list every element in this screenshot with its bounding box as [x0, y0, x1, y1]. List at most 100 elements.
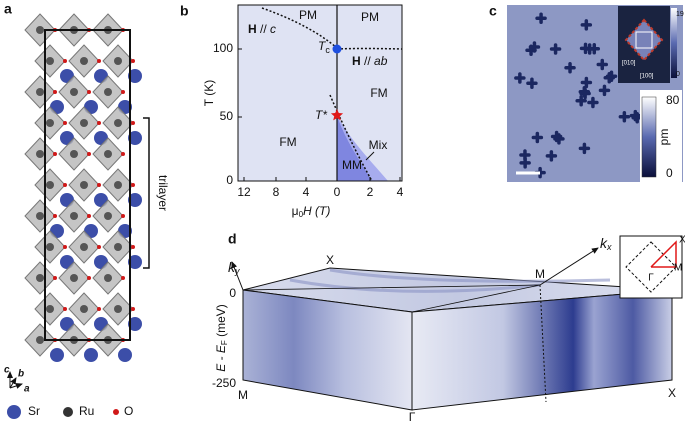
corner-label: Γ [409, 410, 416, 424]
ky-arrow [231, 261, 244, 291]
o-atom [97, 183, 101, 187]
k: k [600, 235, 608, 251]
right-face [411, 289, 673, 411]
defect [583, 43, 596, 55]
bz-label: M [674, 263, 682, 274]
ru-atom [80, 243, 88, 251]
dir-label: [100] [640, 74, 654, 80]
tstar-label: T* [315, 108, 327, 122]
ru-atom [80, 57, 88, 65]
h: H [352, 54, 361, 68]
colorbar-min: 0 [666, 166, 673, 180]
ru-atom [114, 119, 122, 127]
axis-b: b [18, 369, 24, 380]
o-atom [97, 307, 101, 311]
defect [578, 86, 591, 98]
ru-atom [46, 57, 54, 65]
legend-label: Sr [28, 404, 40, 418]
axis-arrow [9, 377, 17, 389]
ru-atom [36, 88, 44, 96]
legend-ru [63, 407, 73, 417]
bz-boundary [625, 241, 677, 293]
defects [514, 12, 643, 179]
o-atom [131, 121, 135, 125]
o-atom [97, 59, 101, 63]
ru-atom [104, 274, 112, 282]
sub: y [234, 266, 240, 276]
ru-atom [36, 150, 44, 158]
sub: c [325, 45, 330, 55]
kx-arrow [539, 247, 599, 286]
ru-atom [36, 274, 44, 282]
ru-atom [36, 26, 44, 34]
x-tick-label: 0 [334, 185, 341, 199]
defect [550, 130, 563, 143]
o-atom [131, 183, 135, 187]
panel-label: a [4, 1, 12, 17]
corner-label: M [238, 388, 248, 402]
defect [629, 109, 642, 122]
k: k [228, 259, 236, 275]
unit-cell [44, 29, 131, 341]
y-tick-label: 0 [226, 173, 233, 187]
ru-atom [80, 305, 88, 313]
o-atom [131, 307, 135, 311]
defect [535, 12, 547, 25]
region-label: MM [342, 158, 362, 172]
ru-atom [114, 305, 122, 313]
ru-atom [46, 119, 54, 127]
bz-path [650, 240, 677, 268]
ru-atom [114, 57, 122, 65]
o-atom [121, 152, 125, 156]
o-atom [121, 214, 125, 218]
ru-atom [70, 150, 78, 158]
defect [549, 43, 562, 55]
axis-arrow [9, 383, 23, 389]
o-atom [87, 152, 91, 156]
corner-label: X [326, 253, 334, 267]
x-tick-label: 2 [367, 185, 374, 199]
defect [605, 70, 618, 83]
mm-region [337, 115, 372, 181]
defect [580, 76, 593, 89]
o-atom [131, 245, 135, 249]
defect [580, 19, 593, 31]
h: H [248, 22, 257, 36]
ru-atom [104, 212, 112, 220]
defect [578, 142, 591, 155]
tc-point [332, 44, 342, 54]
dir-label: [010] [622, 61, 636, 67]
o-atom [53, 152, 57, 156]
o-atom [87, 276, 91, 280]
sr-atom [50, 348, 64, 362]
sr-atom [128, 193, 142, 207]
phase-boundary [329, 94, 373, 182]
defect [526, 77, 538, 90]
dir: ab [374, 54, 388, 68]
ru-atom [80, 119, 88, 127]
ru-atom [46, 181, 54, 189]
field-label: H // ab [352, 54, 388, 68]
x-tick-label: 4 [303, 185, 310, 199]
colorbar-unit: pm [657, 129, 671, 146]
defect [514, 72, 526, 84]
x-tick-label: 8 [273, 185, 280, 199]
ru-atom [114, 243, 122, 251]
tstar-point [330, 109, 344, 121]
defect [618, 110, 631, 123]
x-axis-label: μ0H (T) [292, 204, 331, 219]
corner-label: M [535, 267, 545, 281]
pointer [365, 151, 375, 161]
defect [545, 150, 558, 162]
ru-atom [104, 150, 112, 158]
sr-atom [128, 255, 142, 269]
x-tick-label: 12 [237, 185, 251, 199]
defect [598, 84, 611, 97]
defect [587, 96, 599, 109]
o-atom [63, 183, 67, 187]
defect [531, 131, 544, 144]
ru-atom [104, 88, 112, 96]
axis-a: a [24, 384, 30, 395]
cut-line [411, 284, 541, 313]
